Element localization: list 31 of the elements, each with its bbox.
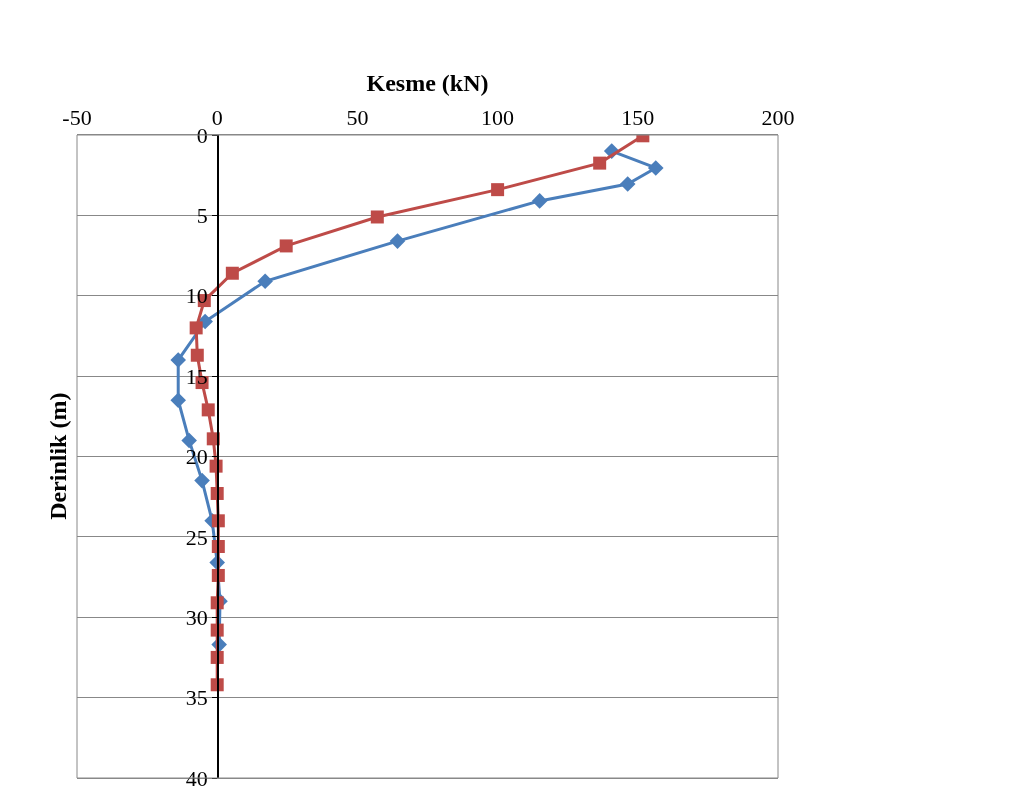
y-tick-label: 0 [196,122,208,148]
point [647,160,664,176]
point [593,156,607,170]
x-tick-label: 200 [761,105,795,131]
x-tick-label: 100 [481,105,515,131]
point [170,392,187,409]
point [531,193,548,209]
point [491,183,505,197]
x-tick-label: -50 [62,105,92,131]
point [194,472,210,489]
point [389,233,406,249]
point [257,273,273,290]
point [370,210,384,224]
point [225,266,239,280]
y-tick-label: 10 [185,283,208,309]
y-tick-label: 30 [185,604,208,630]
y-tick-label: 40 [185,765,208,791]
point [170,352,187,368]
y-tick-label: 35 [185,685,208,711]
x-tick-label: 50 [346,105,369,131]
x-axis-title: Kesme (kN) [366,70,489,97]
point [619,176,636,192]
y-tick-label: 5 [196,203,208,229]
point [181,432,197,449]
point [201,403,215,417]
y-tick-label: 25 [185,524,208,550]
point [189,321,203,335]
point [190,348,204,362]
x-tick-label: 150 [621,105,655,131]
point [279,239,293,253]
y-axis-title: Derinlik (m) [44,392,71,520]
